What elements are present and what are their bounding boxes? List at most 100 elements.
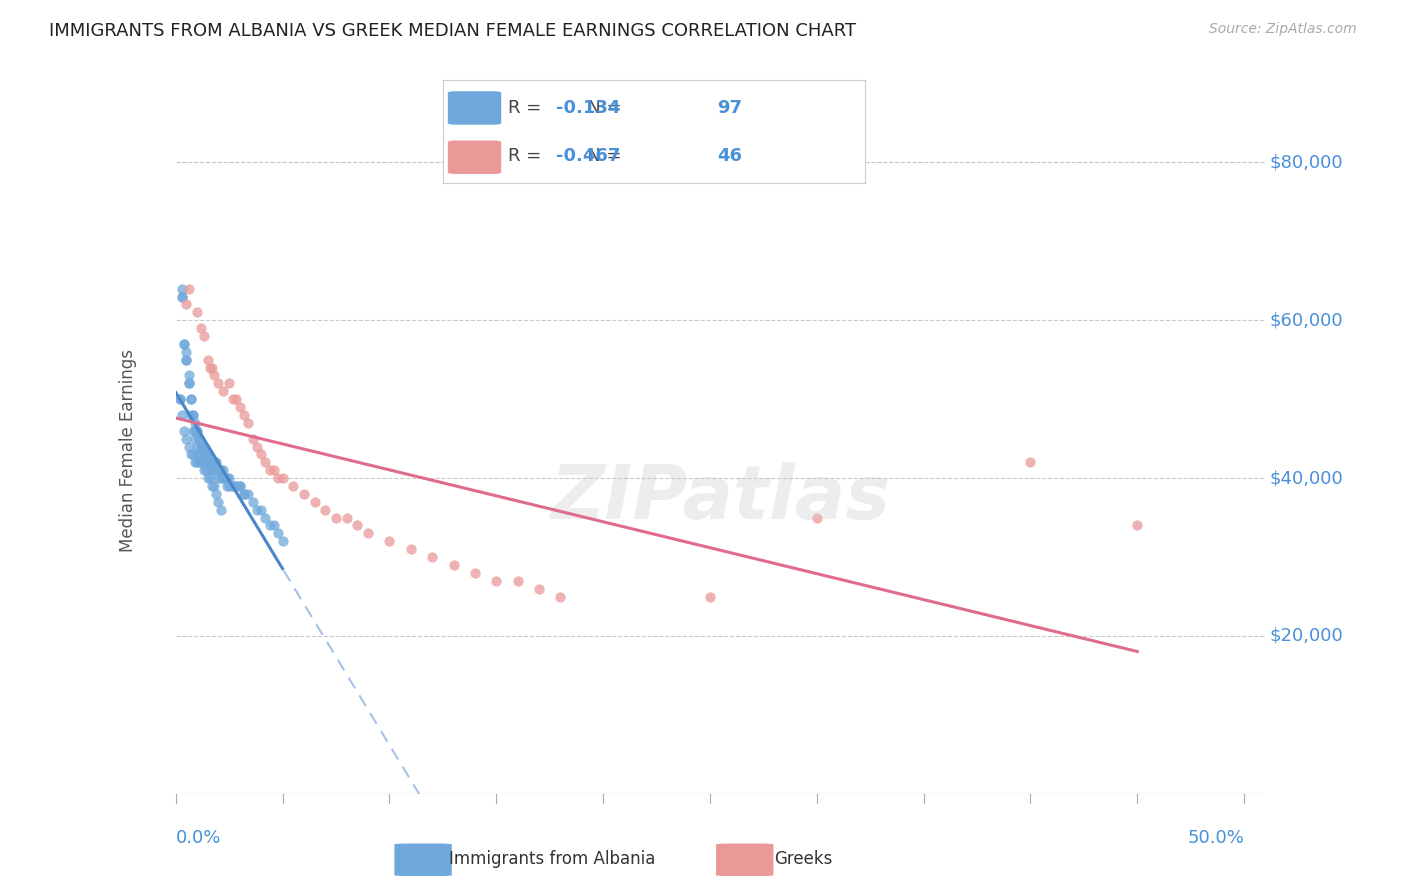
Point xyxy=(177,440,200,454)
Point xyxy=(263,463,285,477)
Point xyxy=(177,368,200,383)
Text: R =        N =: R = N = xyxy=(509,99,627,117)
Point xyxy=(271,534,294,549)
Point xyxy=(193,455,215,469)
Point xyxy=(215,471,238,485)
Point xyxy=(184,424,207,438)
Point xyxy=(225,479,247,493)
Point xyxy=(197,455,219,469)
Point xyxy=(198,455,221,469)
Point xyxy=(176,344,198,359)
Point xyxy=(198,471,221,485)
Point xyxy=(184,432,207,446)
Point xyxy=(190,447,212,461)
Point xyxy=(485,574,508,588)
Point xyxy=(214,471,236,485)
Point xyxy=(550,590,572,604)
Point xyxy=(215,479,238,493)
Point xyxy=(225,479,247,493)
Point xyxy=(238,487,260,501)
Point xyxy=(194,447,217,461)
FancyBboxPatch shape xyxy=(447,140,502,175)
Point xyxy=(209,463,232,477)
Point xyxy=(1126,518,1149,533)
Point xyxy=(176,352,198,367)
Point xyxy=(202,368,225,383)
Point xyxy=(506,574,529,588)
Point xyxy=(172,289,194,303)
Point xyxy=(186,424,208,438)
Point xyxy=(194,463,217,477)
Point xyxy=(186,424,208,438)
Point xyxy=(267,471,290,485)
Point xyxy=(214,471,236,485)
Point xyxy=(205,463,228,477)
Point xyxy=(198,455,221,469)
Point xyxy=(271,471,294,485)
Point xyxy=(325,510,347,524)
Point xyxy=(198,360,221,375)
Point xyxy=(420,549,443,564)
Point xyxy=(197,447,219,461)
Point xyxy=(259,463,281,477)
Point xyxy=(188,432,211,446)
Point xyxy=(173,337,195,351)
Point xyxy=(304,495,326,509)
Point xyxy=(193,440,215,454)
Point xyxy=(193,463,215,477)
Point xyxy=(211,384,233,399)
Point xyxy=(169,392,191,406)
Point xyxy=(186,455,208,469)
Point xyxy=(188,447,211,461)
Text: $20,000: $20,000 xyxy=(1270,627,1343,645)
Text: $60,000: $60,000 xyxy=(1270,311,1343,329)
FancyBboxPatch shape xyxy=(447,91,502,126)
Text: $40,000: $40,000 xyxy=(1270,469,1343,487)
Point xyxy=(336,510,359,524)
Point xyxy=(180,392,202,406)
Text: -0.467: -0.467 xyxy=(555,147,620,165)
Point xyxy=(176,297,198,311)
Point xyxy=(229,479,252,493)
Text: IMMIGRANTS FROM ALBANIA VS GREEK MEDIAN FEMALE EARNINGS CORRELATION CHART: IMMIGRANTS FROM ALBANIA VS GREEK MEDIAN … xyxy=(49,22,856,40)
Point xyxy=(218,376,240,391)
Point xyxy=(180,447,202,461)
Point xyxy=(211,463,233,477)
Point xyxy=(172,282,194,296)
Text: Greeks: Greeks xyxy=(775,849,832,868)
Point xyxy=(202,463,225,477)
Point xyxy=(211,471,233,485)
Point xyxy=(229,479,252,493)
Point xyxy=(222,479,245,493)
Point xyxy=(207,495,229,509)
Point xyxy=(250,447,273,461)
Point xyxy=(193,329,215,343)
Point xyxy=(1019,455,1042,469)
Text: 0.0%: 0.0% xyxy=(176,830,221,847)
Point xyxy=(194,447,217,461)
Point xyxy=(246,440,269,454)
Point xyxy=(190,440,212,454)
Point xyxy=(464,566,486,580)
Point xyxy=(207,471,229,485)
Point xyxy=(443,558,465,572)
Point xyxy=(172,289,194,303)
Point xyxy=(184,416,207,430)
Point xyxy=(222,392,245,406)
Point xyxy=(527,582,550,596)
Point xyxy=(250,502,273,516)
Point xyxy=(233,487,256,501)
Point xyxy=(254,510,277,524)
Point xyxy=(242,495,264,509)
FancyBboxPatch shape xyxy=(394,843,453,877)
Point xyxy=(181,408,204,422)
Point xyxy=(207,463,229,477)
Point xyxy=(202,479,225,493)
Point xyxy=(188,455,211,469)
Text: -0.134: -0.134 xyxy=(555,99,620,117)
Point xyxy=(177,376,200,391)
Text: R =        N =: R = N = xyxy=(509,147,627,165)
Point xyxy=(190,321,212,335)
Point xyxy=(229,400,252,414)
Point xyxy=(181,408,204,422)
